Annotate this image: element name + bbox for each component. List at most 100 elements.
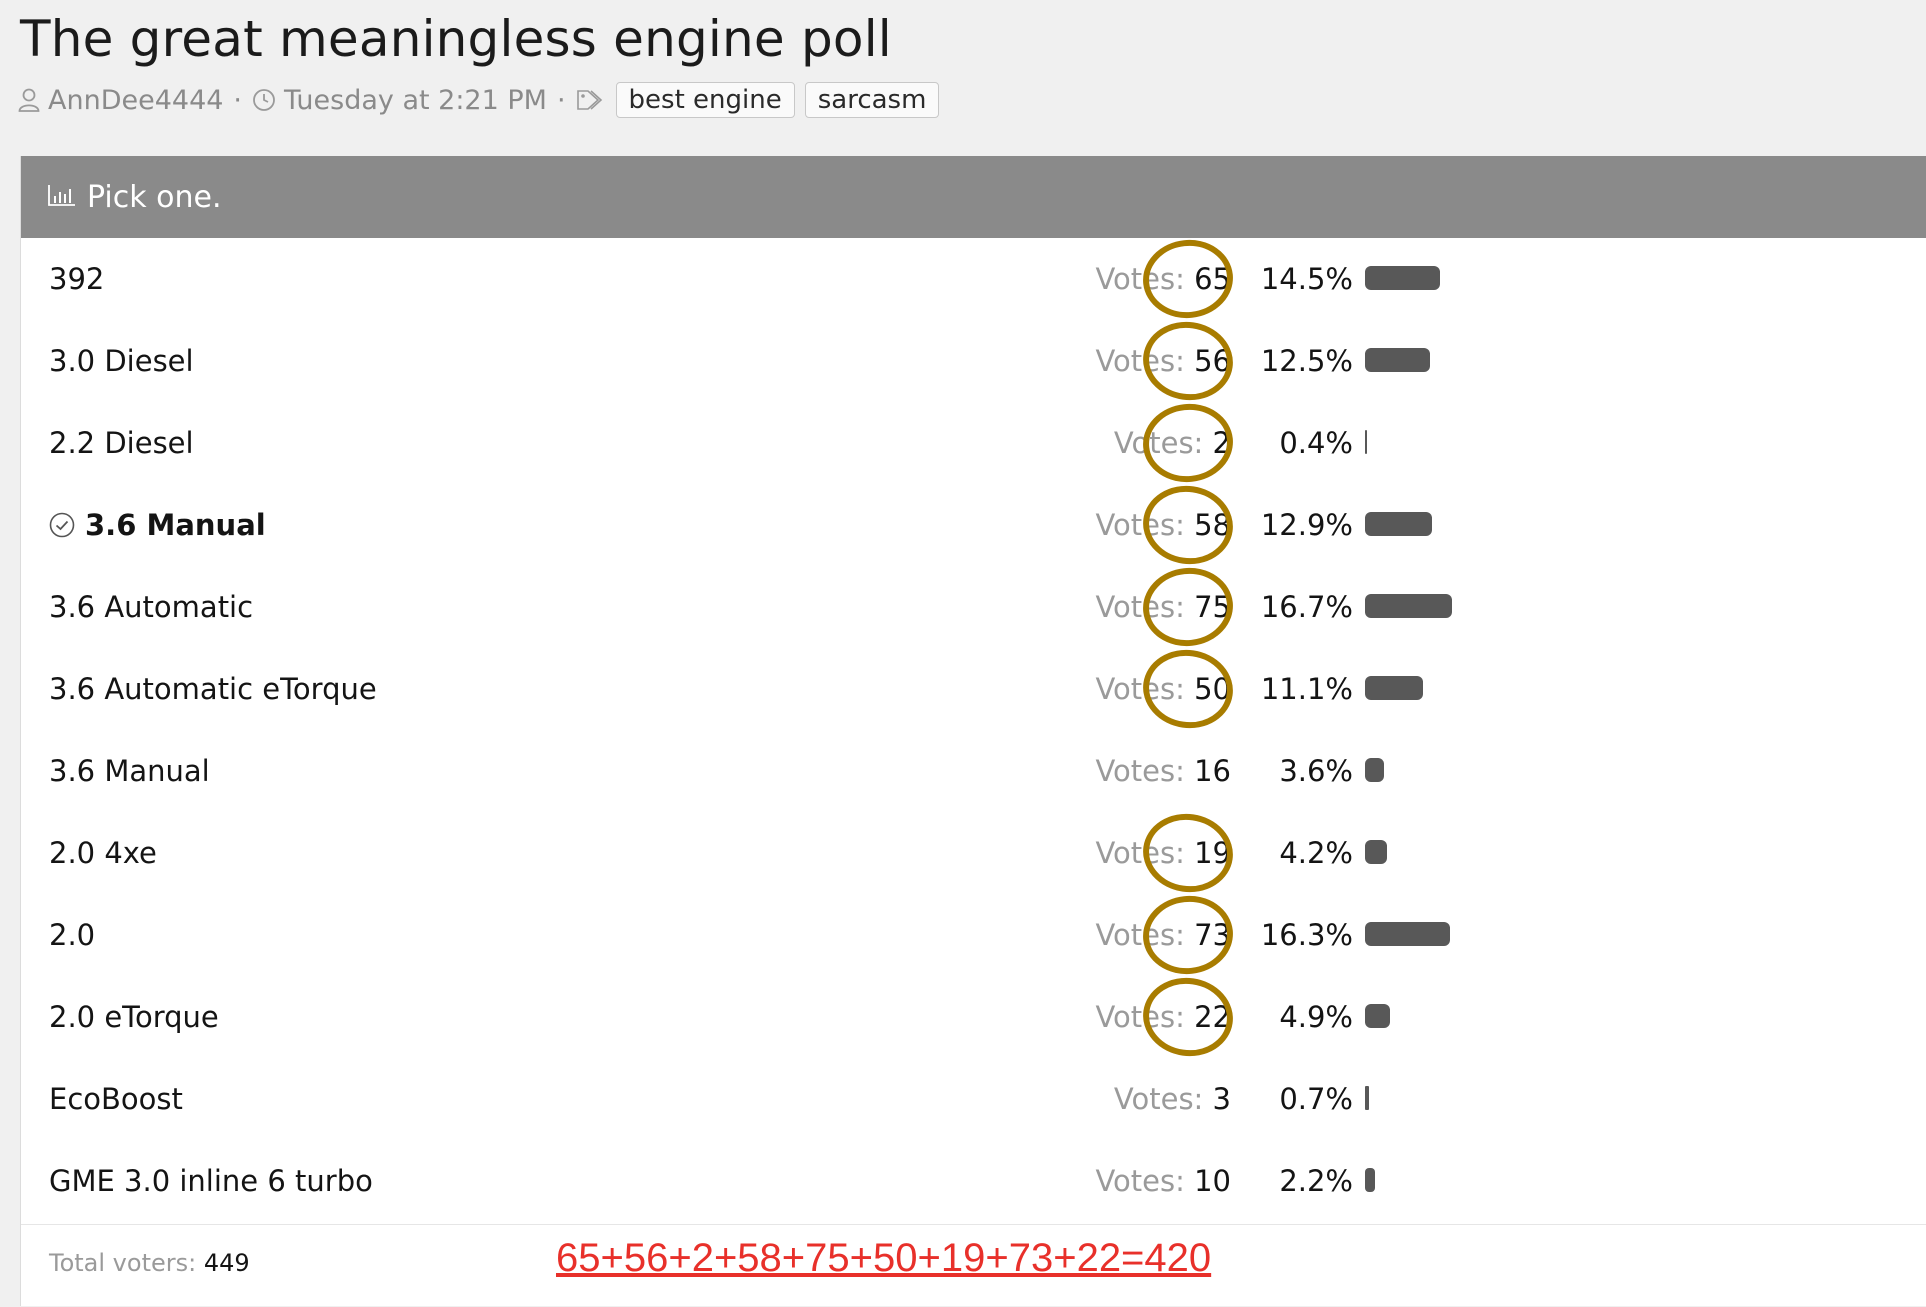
poll-option-row: 2.0 Votes: 73 16.3%: [21, 894, 1926, 976]
votes-label: Votes:: [1095, 262, 1185, 296]
poll-option-votes: Votes: 3: [1114, 1058, 1231, 1140]
poll-option-row: 3.6 Manual Votes: 16 3.6%: [21, 730, 1926, 812]
author-link[interactable]: AnnDee4444: [48, 84, 224, 116]
poll-option-bar: [1365, 676, 1423, 700]
poll-option-bar: [1365, 266, 1441, 290]
tag-best-engine[interactable]: best engine: [615, 82, 795, 118]
poll-option-bar-track: [1365, 512, 1565, 536]
votes-label: Votes:: [1095, 672, 1185, 706]
poll-option-row: 2.0 4xe Votes: 19 4.2%: [21, 812, 1926, 894]
votes-label: Votes:: [1113, 426, 1204, 460]
votes-label: Votes:: [1095, 344, 1185, 378]
votes-label: Votes:: [1095, 1000, 1185, 1034]
poll-option-label: 392: [49, 238, 104, 320]
poll-option-votes: Votes: 56: [1095, 320, 1231, 402]
poll-option-percent: 0.7%: [1279, 1082, 1353, 1116]
votes-label: Votes:: [1095, 918, 1185, 952]
poll-option-votes: Votes: 2: [1114, 402, 1231, 484]
poll-option-bar: [1365, 1086, 1369, 1110]
votes-label: Votes:: [1095, 590, 1185, 624]
poll-option-label: 3.6 Automatic eTorque: [49, 648, 377, 730]
votes-count: 50: [1194, 672, 1231, 706]
votes-count: 65: [1194, 262, 1231, 296]
poll-option-label: 3.6 Manual: [49, 730, 210, 812]
poll-option-bar: [1365, 922, 1450, 946]
votes-count: 2: [1212, 426, 1231, 460]
poll-option-bar-track: [1365, 922, 1565, 946]
poll-option-bar: [1365, 430, 1367, 454]
poll-option-votes: Votes: 22: [1095, 976, 1231, 1058]
poll-option-text: 3.6 Automatic: [49, 590, 254, 624]
poll-option-row: 3.0 Diesel Votes: 56 12.5%: [21, 320, 1926, 402]
poll-option-text: 2.0 eTorque: [49, 1000, 219, 1034]
poll-option-bar-track: [1365, 594, 1565, 618]
poll-option-text: 3.0 Diesel: [49, 344, 194, 378]
poll-option-label: 3.0 Diesel: [49, 320, 194, 402]
poll-option-row: 3.6 Manual Votes: 58 12.9%: [21, 484, 1926, 566]
poll-option-bar: [1365, 840, 1387, 864]
poll-option-label: 3.6 Manual: [49, 484, 266, 566]
poll-footer: Total voters: 449: [21, 1224, 1926, 1307]
poll-option-bar: [1365, 512, 1433, 536]
poll-option-text: 2.0 4xe: [49, 836, 157, 870]
poll-option-percent: 12.5%: [1260, 344, 1353, 378]
votes-count: 75: [1194, 590, 1231, 624]
poll-option-label: GME 3.0 inline 6 turbo: [49, 1140, 373, 1222]
votes-count: 58: [1194, 508, 1231, 542]
poll-option-percent: 3.6%: [1279, 754, 1353, 788]
poll-option-percent: 2.2%: [1279, 1164, 1353, 1198]
poll-option-label: 2.0 4xe: [49, 812, 157, 894]
poll-option-votes: Votes: 73: [1095, 894, 1231, 976]
votes-count: 10: [1194, 1164, 1231, 1198]
total-voters: Total voters: 449: [49, 1225, 250, 1301]
poll-option-percent: 16.3%: [1260, 918, 1353, 952]
poll-option-bar-track: [1365, 266, 1565, 290]
poll-option-votes: Votes: 50: [1095, 648, 1231, 730]
poll-option-bar: [1365, 594, 1452, 618]
poll-option-bar: [1365, 758, 1384, 782]
poll-question: Pick one.: [87, 179, 222, 215]
votes-count: 16: [1194, 754, 1231, 788]
poll-option-bar-track: [1365, 758, 1565, 782]
votes-label: Votes:: [1113, 1082, 1204, 1116]
poll-option-percent: 16.7%: [1260, 590, 1353, 624]
poll-option-bar: [1365, 1168, 1375, 1192]
poll-option-bar-track: [1365, 676, 1565, 700]
votes-label: Votes:: [1095, 754, 1185, 788]
poll-option-text: EcoBoost: [49, 1082, 183, 1116]
poll-option-bar: [1365, 1004, 1391, 1028]
poll-option-row: 2.0 eTorque Votes: 22 4.9%: [21, 976, 1926, 1058]
poll-option-text: GME 3.0 inline 6 turbo: [49, 1164, 373, 1198]
poll-option-bar-track: [1365, 430, 1565, 454]
poll-option-row: 3.6 Automatic eTorque Votes: 50 11.1%: [21, 648, 1926, 730]
handwritten-sum-annotation: 65+56+2+58+75+50+19+73+22=420: [556, 1236, 1212, 1280]
poll-option-percent: 14.5%: [1260, 262, 1353, 296]
poll-option-percent: 11.1%: [1260, 672, 1353, 706]
poll-option-bar-track: [1365, 1086, 1565, 1110]
poll-option-label: 3.6 Automatic: [49, 566, 253, 648]
poll-option-percent: 4.9%: [1279, 1000, 1353, 1034]
post-date-link[interactable]: Tuesday at 2:21 PM: [284, 84, 547, 116]
total-voters-value: 449: [203, 1249, 250, 1277]
poll-option-text: 392: [49, 262, 105, 296]
votes-label: Votes:: [1095, 508, 1185, 542]
poll-option-bar: [1365, 348, 1430, 372]
poll-option-bar-track: [1365, 840, 1565, 864]
poll-option-label: EcoBoost: [49, 1058, 183, 1140]
poll-option-row: 2.2 Diesel Votes: 2 0.4%: [21, 402, 1926, 484]
poll-option-votes: Votes: 16: [1095, 730, 1231, 812]
poll-option-row: 392 Votes: 65 14.5%: [21, 238, 1926, 320]
poll-block: Pick one. 392 Votes: 65 14.5% 3.0 Diesel Vot…: [20, 156, 1926, 1306]
tag-sarcasm[interactable]: sarcasm: [804, 82, 940, 118]
poll-header: Pick one.: [21, 156, 1926, 238]
votes-count: 3: [1212, 1082, 1231, 1116]
poll-option-text: 3.6 Manual: [85, 508, 266, 542]
poll-option-text: 3.6 Manual: [49, 754, 210, 788]
meta-separator: ·: [233, 84, 243, 116]
poll-results: 392 Votes: 65 14.5% 3.0 Diesel Votes: 56 12.5…: [21, 238, 1926, 1222]
poll-option-votes: Votes: 10: [1095, 1140, 1231, 1222]
poll-option-votes: Votes: 19: [1095, 812, 1231, 894]
votes-count: 56: [1194, 344, 1231, 378]
poll-option-row: EcoBoost Votes: 3 0.7%: [21, 1058, 1926, 1140]
voted-check-icon: [49, 512, 75, 538]
